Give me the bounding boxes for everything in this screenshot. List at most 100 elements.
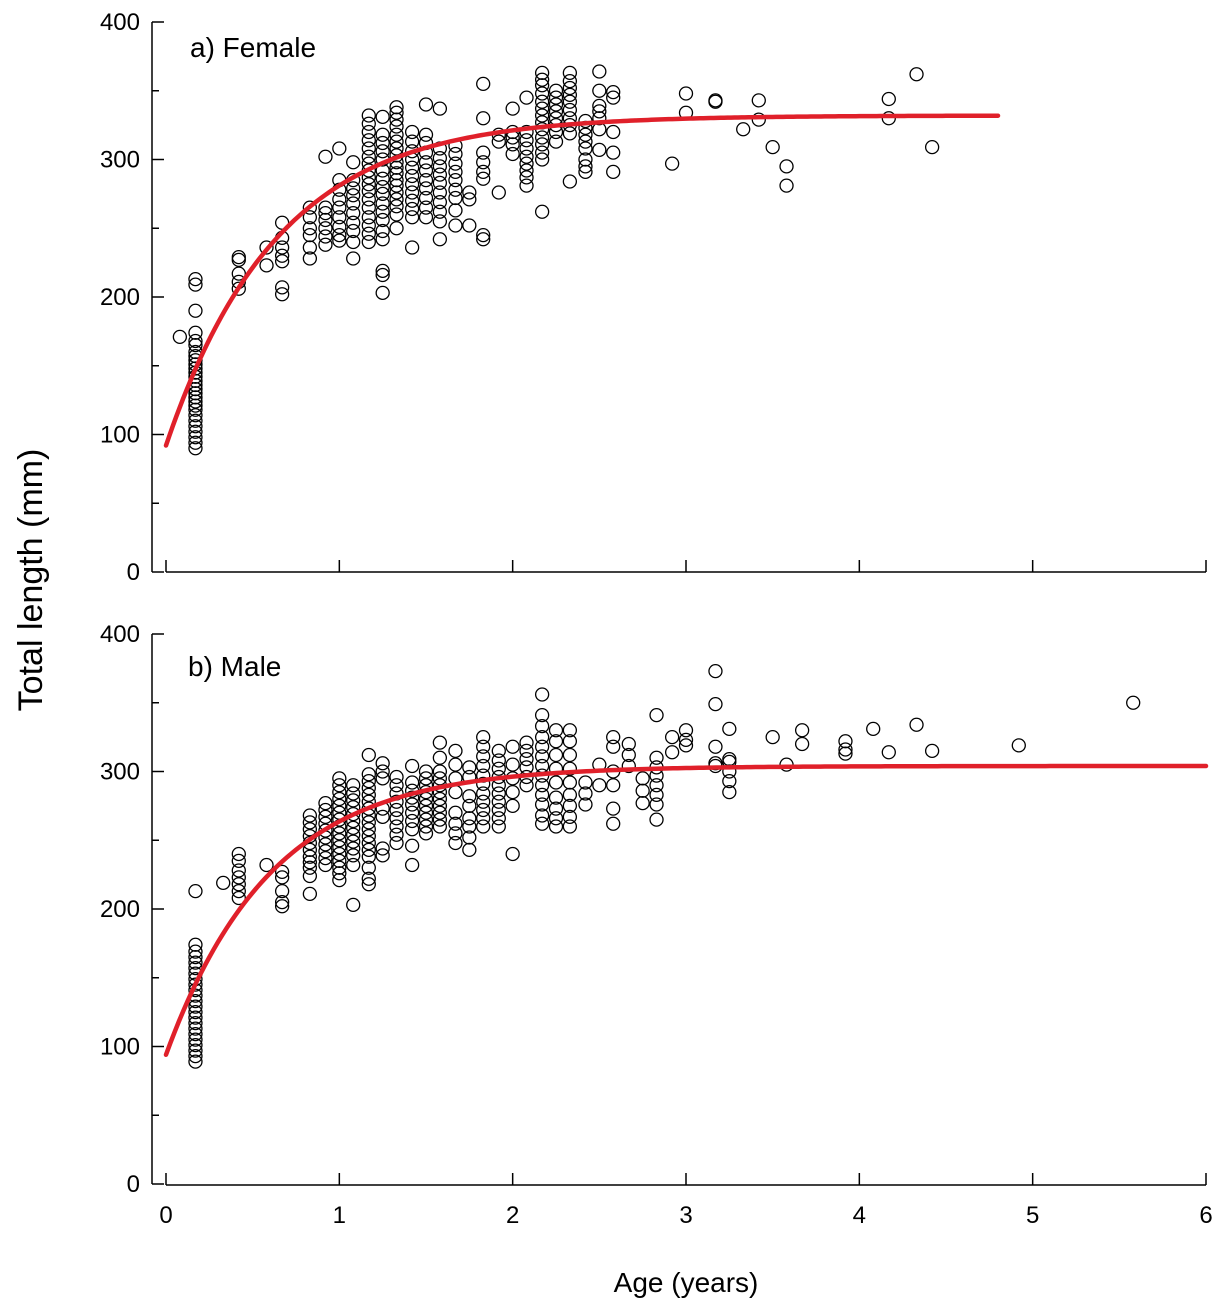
data-point	[649, 797, 664, 812]
data-point	[389, 192, 404, 207]
data-point	[404, 193, 420, 208]
data-point	[578, 786, 593, 801]
data-point	[534, 78, 550, 93]
data-point	[548, 811, 564, 826]
x-tick-label: 6	[1199, 1202, 1212, 1229]
data-point	[418, 200, 434, 215]
data-point	[751, 112, 766, 127]
data-point	[448, 816, 463, 831]
data-point	[418, 163, 434, 178]
data-point	[302, 886, 318, 902]
data-point	[274, 287, 290, 302]
data-point	[361, 141, 376, 156]
data-point	[462, 798, 477, 814]
data-point	[448, 156, 463, 171]
data-point	[375, 212, 390, 228]
data-point	[678, 723, 694, 738]
data-point	[389, 119, 404, 134]
data-point	[404, 177, 420, 192]
data-point	[418, 127, 434, 142]
data-point	[519, 778, 534, 793]
data-point	[188, 955, 203, 970]
data-point	[346, 181, 361, 196]
data-point	[606, 90, 621, 105]
data-point	[534, 739, 550, 754]
data-point	[332, 784, 347, 800]
data-point	[361, 871, 376, 886]
data-point	[361, 780, 376, 796]
data-point	[519, 156, 534, 171]
data-point	[418, 819, 434, 834]
data-point	[491, 802, 506, 818]
data-point	[404, 775, 420, 790]
data-point	[361, 767, 376, 782]
data-point	[318, 212, 333, 228]
data-point	[621, 736, 636, 752]
data-point	[708, 663, 723, 679]
data-point	[404, 797, 420, 812]
data-point	[404, 805, 420, 820]
data-point	[418, 155, 434, 170]
y-tick-label: 400	[100, 9, 140, 36]
data-point	[548, 734, 564, 749]
data-point	[346, 155, 361, 170]
data-point	[432, 764, 448, 779]
data-point	[332, 826, 347, 841]
data-point	[462, 192, 477, 207]
data-point	[649, 707, 664, 723]
data-point	[534, 137, 550, 152]
data-point	[519, 735, 534, 750]
data-point	[404, 185, 420, 200]
data-point	[432, 805, 448, 820]
y-tick-label: 100	[100, 422, 140, 449]
data-point	[361, 234, 376, 250]
data-point	[448, 757, 463, 772]
data-point	[346, 196, 361, 211]
data-point	[432, 101, 448, 116]
data-point	[722, 751, 737, 767]
data-point	[562, 775, 578, 790]
data-point	[534, 72, 550, 87]
data-point	[188, 402, 203, 417]
data-point	[188, 271, 203, 287]
data-point	[505, 798, 520, 814]
data-point	[375, 186, 390, 202]
data-point	[578, 141, 593, 156]
fit-curve	[163, 113, 1001, 448]
data-point	[621, 758, 636, 774]
data-point	[332, 200, 347, 215]
data-point	[519, 178, 534, 193]
data-point	[332, 192, 347, 207]
data-point	[389, 769, 404, 785]
data-point	[924, 743, 940, 759]
data-point	[562, 174, 578, 189]
data-point	[389, 141, 404, 156]
data-point	[448, 826, 463, 841]
data-point	[231, 877, 246, 892]
data-point	[188, 999, 203, 1014]
data-point	[274, 864, 290, 880]
data-point	[562, 809, 578, 825]
data-point	[562, 734, 578, 749]
data-point	[448, 182, 463, 197]
data-point	[346, 251, 361, 266]
data-point	[462, 218, 477, 233]
data-point	[231, 890, 246, 906]
x-tick-label: 4	[853, 1202, 866, 1229]
data-point	[491, 811, 506, 826]
data-point	[361, 787, 376, 803]
data-point	[505, 784, 520, 800]
data-point	[432, 735, 448, 750]
data-point	[389, 199, 404, 214]
data-point	[519, 743, 534, 759]
data-point	[519, 90, 534, 105]
data-point	[678, 738, 694, 753]
data-point	[708, 94, 723, 109]
data-point	[389, 778, 404, 793]
data-point	[779, 159, 794, 174]
data-point	[866, 721, 881, 737]
data-point	[361, 226, 376, 241]
data-point	[375, 204, 390, 219]
data-point	[548, 97, 564, 112]
data-point	[361, 133, 376, 148]
